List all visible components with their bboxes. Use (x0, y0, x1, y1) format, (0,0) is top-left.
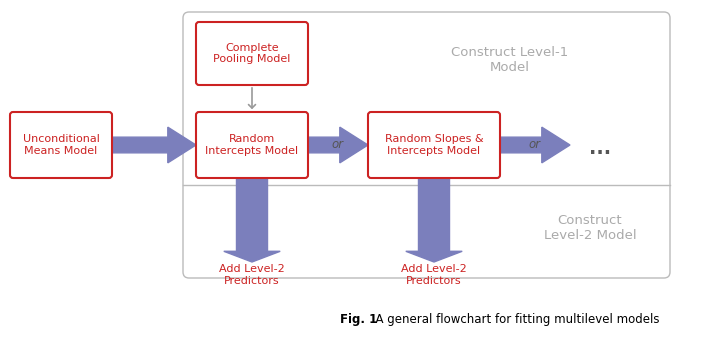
Text: A general flowchart for fitting multilevel models: A general flowchart for fitting multilev… (368, 313, 659, 327)
Polygon shape (223, 178, 280, 262)
Polygon shape (308, 127, 368, 163)
Polygon shape (112, 127, 196, 163)
Polygon shape (406, 178, 462, 262)
FancyBboxPatch shape (196, 22, 308, 85)
Text: Construct Level-1
Model: Construct Level-1 Model (451, 46, 569, 74)
Text: ...: ... (589, 139, 611, 157)
Text: Complete
Pooling Model: Complete Pooling Model (214, 43, 290, 64)
Text: Add Level-2
Predictors: Add Level-2 Predictors (401, 264, 467, 286)
FancyBboxPatch shape (10, 112, 112, 178)
Text: Construct
Level-2 Model: Construct Level-2 Model (544, 214, 637, 242)
Text: Random
Intercepts Model: Random Intercepts Model (205, 134, 298, 156)
Polygon shape (500, 127, 570, 163)
FancyBboxPatch shape (183, 12, 670, 278)
Text: Add Level-2
Predictors: Add Level-2 Predictors (219, 264, 285, 286)
Text: Fig. 1: Fig. 1 (340, 313, 377, 327)
Text: or: or (332, 139, 344, 151)
Text: Unconditional
Means Model: Unconditional Means Model (23, 134, 99, 156)
Text: Random Slopes &
Intercepts Model: Random Slopes & Intercepts Model (385, 134, 484, 156)
Text: or: or (529, 139, 541, 151)
FancyBboxPatch shape (368, 112, 500, 178)
FancyBboxPatch shape (196, 112, 308, 178)
